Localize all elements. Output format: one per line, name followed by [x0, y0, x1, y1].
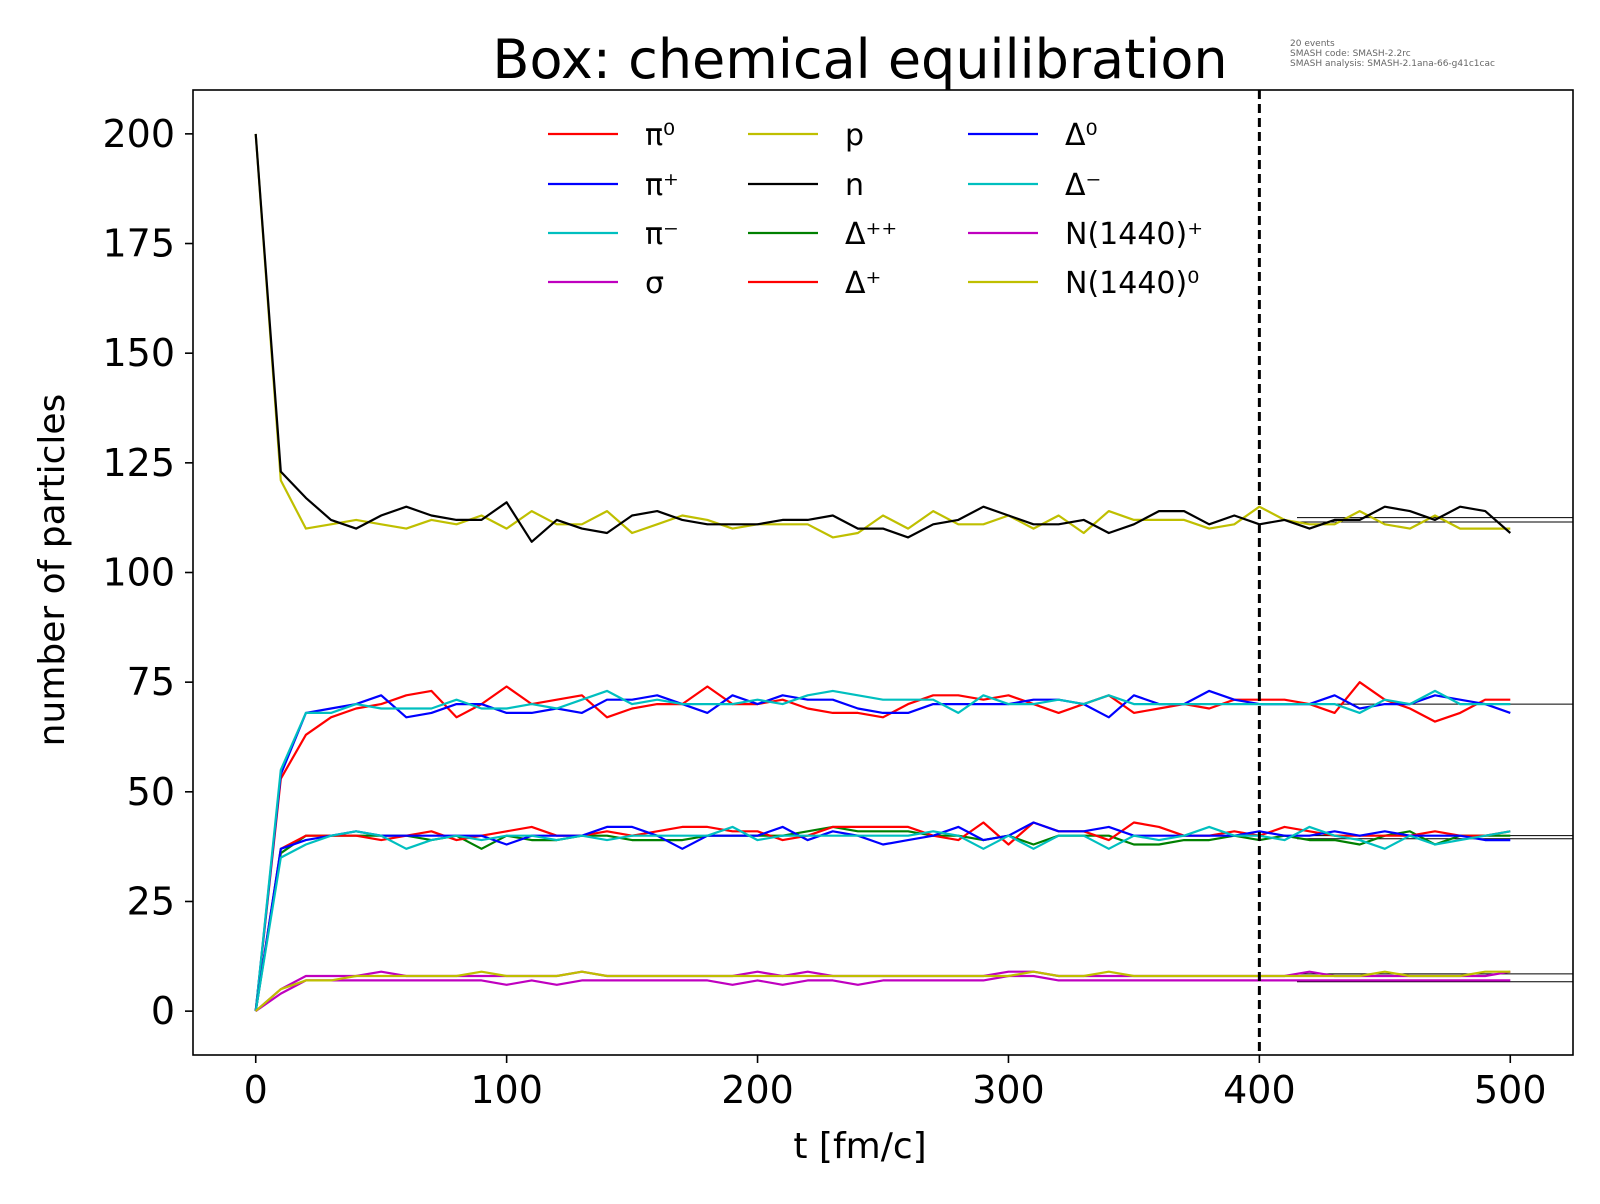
- y-axis-label: number of particles: [32, 394, 73, 747]
- legend-label-1: π⁺: [645, 168, 679, 203]
- legend-label-3: σ: [645, 266, 664, 301]
- x-tick-label: 100: [470, 1068, 543, 1112]
- x-tick-label: 0: [244, 1068, 268, 1112]
- series-line-10: [254, 970, 1511, 1012]
- plot-area: 0 100 200 300 400 500 0 25 50 75 100 125 150 175 200: [102, 89, 1574, 1112]
- legend-label-6: Δ⁺⁺: [845, 217, 897, 252]
- legend-label-5: n: [845, 168, 864, 203]
- legend-label-10: N(1440)⁺: [1065, 217, 1203, 252]
- series-line-8: [254, 821, 1511, 1012]
- run-info-line: 20 events: [1290, 39, 1335, 49]
- y-tick-label: 125: [102, 441, 175, 485]
- series-line-0: [254, 681, 1511, 1012]
- series-line-5: [254, 133, 1512, 543]
- series-line-1: [254, 689, 1511, 1012]
- series-line-4: [254, 133, 1511, 539]
- x-tick-label: 500: [1474, 1068, 1547, 1112]
- y-tick-label: 0: [151, 989, 175, 1033]
- series-line-3: [255, 974, 1511, 1013]
- series-line-6: [254, 825, 1511, 1012]
- x-tick-label: 400: [1223, 1068, 1296, 1112]
- y-tick-label: 150: [102, 331, 175, 375]
- legend-label-11: N(1440)⁰: [1065, 266, 1199, 301]
- legend-label-8: Δ⁰: [1065, 118, 1098, 153]
- x-axis-label: t [fm/c]: [793, 1126, 926, 1167]
- series-line-2: [254, 689, 1511, 1012]
- y-tick-label: 200: [102, 112, 175, 156]
- legend-label-4: p: [845, 118, 864, 153]
- y-tick-label: 175: [102, 222, 175, 266]
- legend: π⁰ π⁺ π⁻ σ pn Δ⁺⁺ Δ⁺ Δ⁰ Δ⁻ N(1440)⁺ N(1440)⁰: [548, 118, 1203, 301]
- run-info-line: SMASH code: SMASH-2.2rc: [1290, 49, 1411, 59]
- y-tick-label: 75: [127, 660, 175, 704]
- legend-label-9: Δ⁻: [1065, 168, 1101, 203]
- series-line-11: [254, 970, 1511, 1012]
- series-line-7: [254, 821, 1511, 1012]
- legend-label-7: Δ⁺: [845, 266, 881, 301]
- x-tick-label: 200: [721, 1068, 794, 1112]
- x-tick-label: 300: [972, 1068, 1045, 1112]
- legend-label-2: π⁻: [645, 217, 679, 252]
- legend-label-0: π⁰: [645, 118, 675, 153]
- chart-title: Box: chemical equilibration: [492, 28, 1227, 91]
- y-tick-label: 25: [127, 879, 175, 923]
- y-tick-label: 100: [102, 551, 175, 595]
- y-tick-label: 50: [127, 770, 175, 814]
- series-group: [254, 133, 1573, 1013]
- series-line-9: [254, 825, 1511, 1012]
- run-info-line: SMASH analysis: SMASH-2.1ana-66-g41c1cac: [1290, 59, 1495, 69]
